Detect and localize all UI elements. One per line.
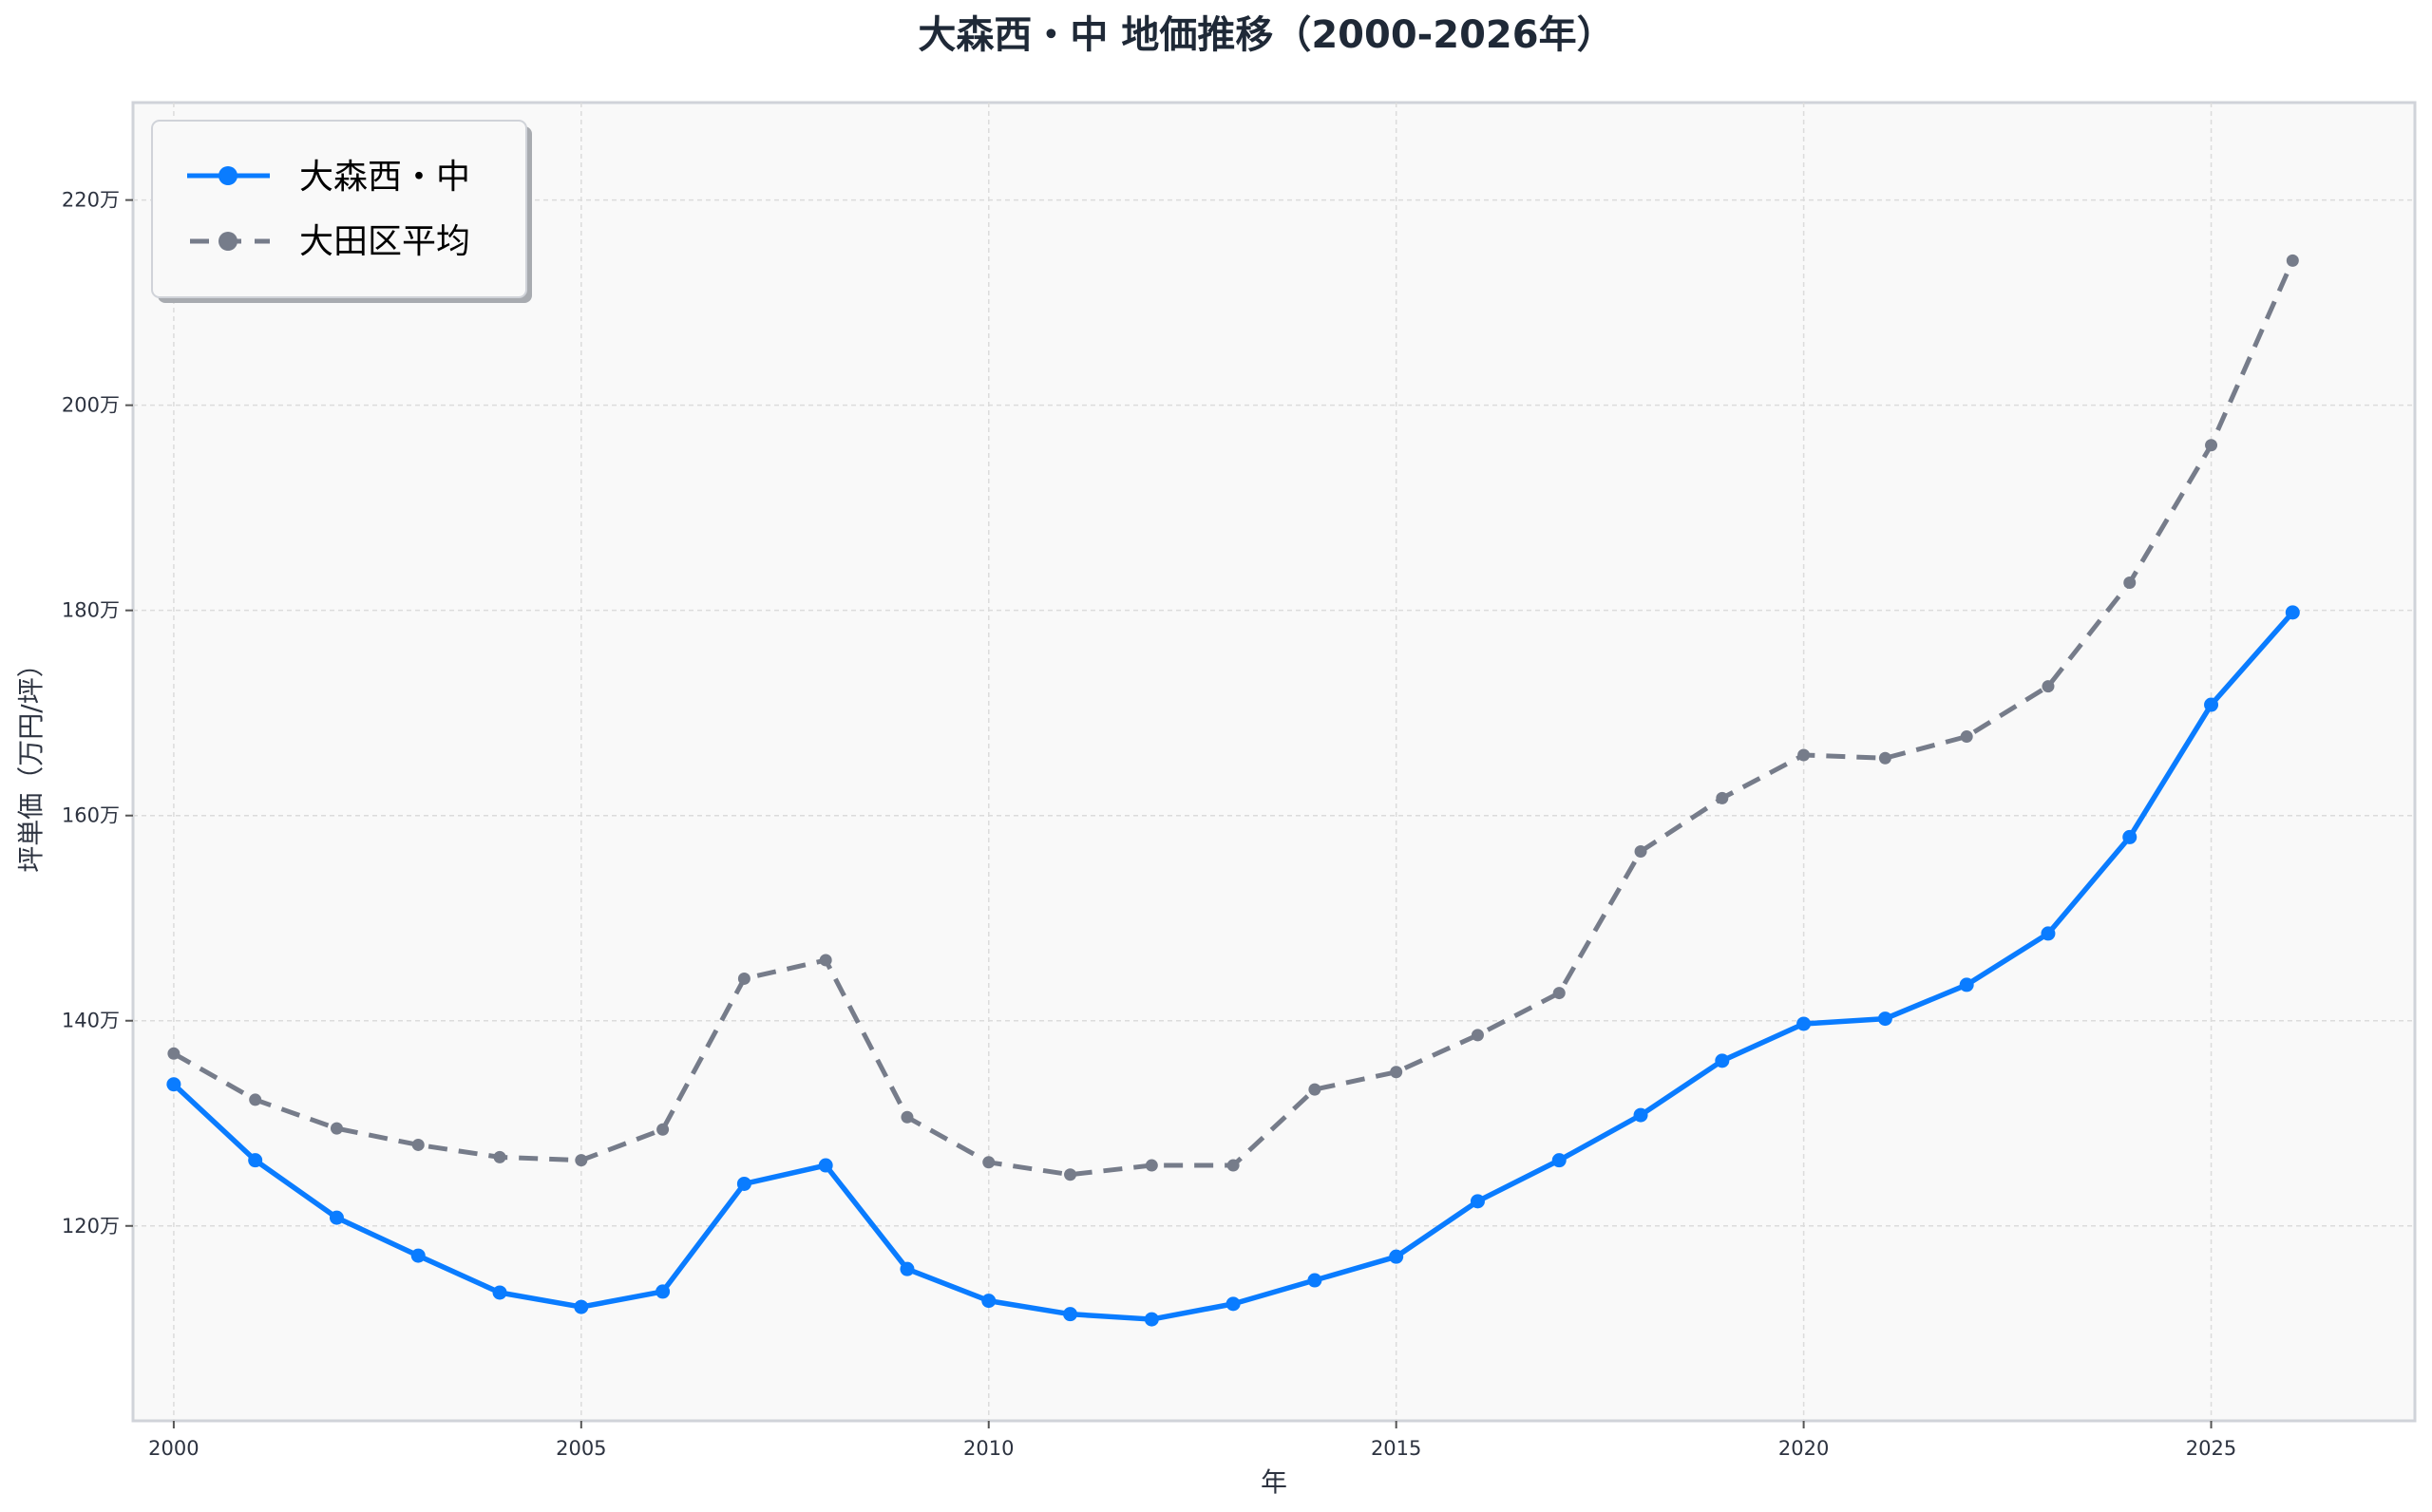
data-point-series-0 xyxy=(1877,1011,1892,1027)
data-point-series-1 xyxy=(1716,791,1729,804)
y-tick-label: 120万 xyxy=(62,1215,120,1238)
data-point-series-1 xyxy=(1552,987,1566,1000)
data-point-series-0 xyxy=(166,1077,181,1092)
data-point-series-0 xyxy=(492,1285,507,1300)
x-tick-label: 2010 xyxy=(963,1437,1014,1460)
y-axis-label: 坪単価（万円/坪） xyxy=(15,651,47,872)
data-point-series-0 xyxy=(656,1284,671,1299)
data-point-series-0 xyxy=(900,1261,915,1276)
data-point-series-1 xyxy=(1634,845,1647,859)
data-point-series-0 xyxy=(1226,1296,1241,1312)
data-point-series-1 xyxy=(1390,1066,1403,1079)
data-point-series-0 xyxy=(1389,1249,1404,1264)
series-lines xyxy=(166,254,2300,1327)
y-tick-label: 180万 xyxy=(62,599,120,622)
x-tick-label: 2000 xyxy=(148,1437,199,1460)
legend-label-ota-average: 大田区平均 xyxy=(299,222,470,261)
data-point-series-1 xyxy=(330,1122,343,1135)
data-point-series-0 xyxy=(1796,1016,1812,1031)
data-point-series-1 xyxy=(1064,1168,1077,1181)
x-tick-label: 2025 xyxy=(2186,1437,2236,1460)
data-point-series-1 xyxy=(1878,751,1891,765)
data-point-series-0 xyxy=(2041,926,2056,941)
data-point-series-0 xyxy=(981,1294,997,1309)
data-point-series-0 xyxy=(248,1153,263,1168)
data-point-series-0 xyxy=(818,1158,833,1173)
data-point-series-0 xyxy=(574,1299,589,1314)
data-point-series-1 xyxy=(2123,576,2137,590)
data-point-series-1 xyxy=(1960,730,1973,744)
data-point-series-0 xyxy=(1063,1307,1078,1322)
data-point-series-1 xyxy=(411,1138,425,1151)
data-point-series-1 xyxy=(2042,680,2055,693)
y-tick-label: 140万 xyxy=(62,1010,120,1032)
data-point-series-1 xyxy=(656,1123,670,1136)
data-point-series-0 xyxy=(1633,1107,1648,1123)
data-point-series-1 xyxy=(819,954,832,967)
y-tick-label: 220万 xyxy=(62,189,120,212)
data-point-series-1 xyxy=(493,1150,506,1163)
y-tick-label: 160万 xyxy=(62,804,120,827)
data-point-series-0 xyxy=(1307,1273,1322,1288)
legend: 大森西・中 大田区平均 xyxy=(151,120,532,303)
data-point-series-1 xyxy=(249,1093,262,1106)
data-point-series-1 xyxy=(167,1047,180,1060)
data-point-series-1 xyxy=(2205,439,2218,452)
data-point-series-1 xyxy=(982,1156,996,1169)
legend-label-omorinishi: 大森西・中 xyxy=(299,158,470,197)
data-point-series-0 xyxy=(1715,1053,1730,1068)
data-point-series-1 xyxy=(2286,254,2299,267)
grid xyxy=(133,103,2415,1421)
x-tick-label: 2020 xyxy=(1778,1437,1829,1460)
data-point-series-0 xyxy=(1470,1194,1485,1209)
data-point-series-1 xyxy=(1145,1159,1158,1172)
legend-marker-omorinishi xyxy=(218,166,238,185)
y-tick-label: 200万 xyxy=(62,394,120,417)
data-point-series-1 xyxy=(1797,748,1811,762)
data-point-series-1 xyxy=(1308,1083,1321,1096)
y-axis: 120万 140万 160万 180万 200万 220万 xyxy=(62,189,133,1238)
plot-area xyxy=(131,101,2417,1423)
data-point-series-0 xyxy=(736,1176,751,1191)
data-point-series-0 xyxy=(2285,605,2300,620)
data-point-series-1 xyxy=(1471,1029,1484,1042)
data-point-series-1 xyxy=(1226,1159,1240,1172)
x-axis-label: 年 xyxy=(1261,1466,1287,1498)
data-point-series-0 xyxy=(329,1210,344,1225)
data-point-series-1 xyxy=(901,1110,914,1124)
data-point-series-0 xyxy=(1551,1153,1567,1168)
data-point-series-0 xyxy=(1144,1312,1159,1327)
data-point-series-0 xyxy=(2122,829,2138,844)
legend-marker-ota-average xyxy=(218,232,238,251)
x-tick-label: 2015 xyxy=(1371,1437,1421,1460)
chart-title: 大森西・中 地価推移（2000-2026年） xyxy=(918,13,1614,57)
data-point-series-0 xyxy=(410,1248,426,1263)
data-point-series-0 xyxy=(2204,697,2219,712)
data-point-series-1 xyxy=(575,1154,588,1167)
data-point-series-0 xyxy=(1959,977,1974,992)
x-tick-label: 2005 xyxy=(556,1437,606,1460)
x-axis: 2000 2005 2010 2015 2020 2025 xyxy=(148,1421,2236,1460)
data-point-series-1 xyxy=(737,972,750,985)
